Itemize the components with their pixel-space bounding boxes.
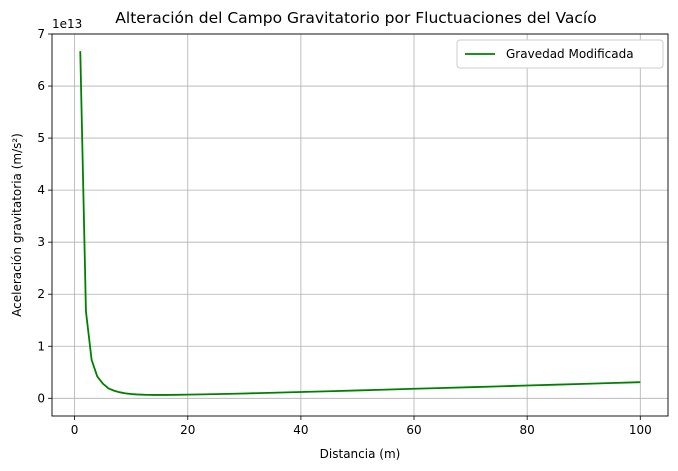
y-tick-label: 1 [37,339,45,353]
x-tick-label: 80 [520,423,535,437]
series-layer [79,51,641,396]
y-tick-label: 2 [37,287,45,301]
legend-box [456,39,664,69]
x-tick-label: 60 [406,423,421,437]
grid [52,33,668,416]
chart-title: Alteración del Campo Gravitatorio por Fl… [115,9,596,27]
y-axis-label: Aceleración gravitatoria (m/s²) [10,133,24,317]
y-tick-label: 0 [37,391,45,405]
x-tick-label: 40 [293,423,308,437]
y-tick-label: 3 [37,235,45,249]
x-axis-label: Distancia (m) [320,447,401,461]
legend: Gravedad Modificada [456,39,664,69]
y-offset-label: 1e13 [52,17,82,31]
series-line [79,51,641,396]
x-tick-label: 100 [629,423,652,437]
x-tick-label: 20 [180,423,195,437]
y-tick-label: 5 [37,131,45,145]
plot-frame [51,33,669,417]
y-ticks: 0 1 2 3 4 5 6 7 [37,27,52,405]
x-tick-label: 0 [71,423,79,437]
x-ticks: 0 20 40 60 80 100 [71,416,652,437]
y-tick-label: 6 [37,79,45,93]
legend-label: Gravedad Modificada [506,47,634,61]
y-tick-label: 7 [37,27,45,41]
y-tick-label: 4 [37,183,45,197]
